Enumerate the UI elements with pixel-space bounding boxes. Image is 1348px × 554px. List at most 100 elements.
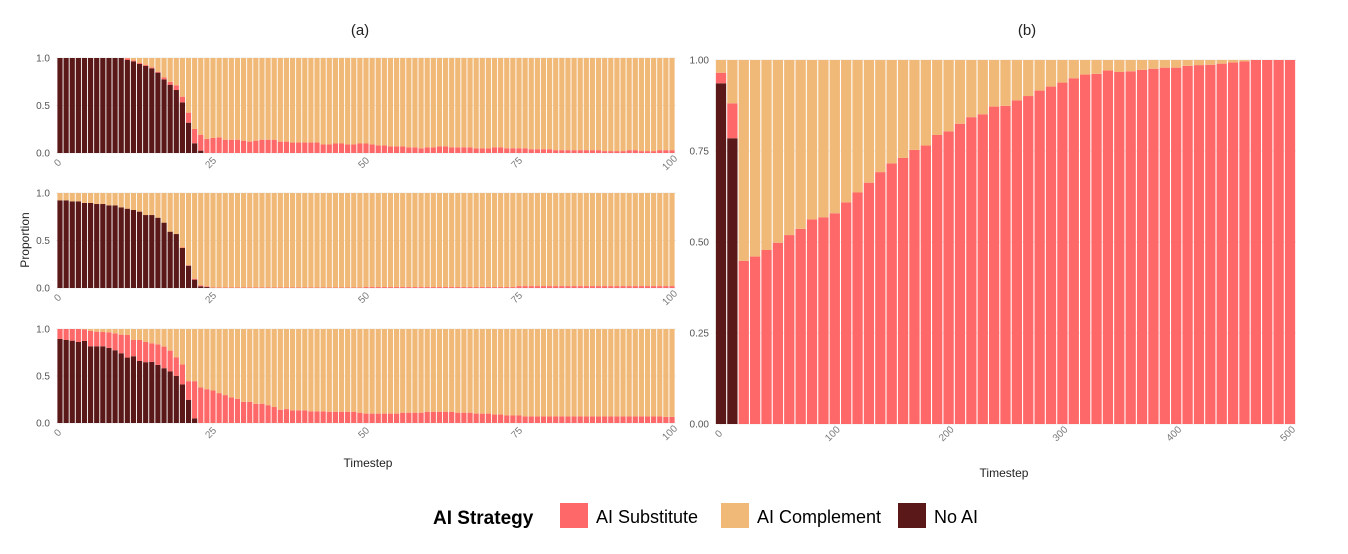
panel-a2-bar-ai-complement: [143, 193, 149, 216]
panel-a1-bar-ai-substitute: [253, 140, 259, 153]
panel-a2-bar-ai-substitute: [663, 286, 669, 288]
panel-a2-bar-ai-substitute: [504, 287, 510, 288]
panel-a3-bar-ai-substitute: [595, 416, 602, 423]
panel-a1-bar-ai-substitute: [479, 148, 485, 153]
panel-a1-bar-ai-complement: [565, 58, 571, 151]
panel-a3-bar-no-ai: [118, 353, 124, 423]
panel-a3-bar-ai-substitute: [332, 411, 338, 423]
panel-a3-bar-ai-complement: [626, 329, 632, 417]
panel-a2-bar-ai-substitute: [632, 286, 638, 288]
panel-b-bar-ai-complement: [715, 60, 727, 73]
panel-a1-bar-ai-substitute: [663, 150, 669, 153]
panel-a1-bar-ai-substitute: [302, 142, 308, 153]
panel-a3-bar-ai-substitute: [412, 412, 418, 423]
panel-a1-bar-ai-complement: [136, 58, 143, 64]
panel-a3-bar-ai-substitute: [565, 416, 571, 423]
panel-a1-bar-no-ai: [192, 143, 198, 153]
panel-a2-bar-ai-complement: [498, 193, 504, 288]
panel-a1-bar-ai-substitute: [602, 151, 608, 153]
panel-a2-bar-ai-complement: [473, 193, 479, 288]
panel-a3-bar-ai-complement: [143, 329, 149, 342]
panel-a1-bar-ai-complement: [498, 58, 504, 148]
panel-a3-bar-ai-substitute: [149, 343, 155, 362]
panel-a2-bar-no-ai: [198, 286, 204, 288]
panel-a1-bar-ai-substitute: [210, 137, 216, 153]
panel-a2-bar-ai-complement: [442, 193, 449, 288]
panel-b-xtick-label: 300: [1051, 424, 1071, 444]
panel-a3-bar-ai-substitute: [418, 412, 424, 423]
panel-a3-bar-ai-complement: [436, 329, 443, 412]
panel-a1-bar-ai-complement: [467, 58, 473, 148]
panel-a1-bar-ai-substitute: [657, 150, 663, 153]
panel-a3-bar-ai-substitute: [210, 390, 216, 423]
panel-a2-bar-no-ai: [63, 200, 69, 288]
panel-a1-bar-ai-substitute: [430, 147, 436, 153]
panel-b-ytick-label: 0.75: [690, 147, 710, 158]
panel-a3-bar-ai-complement: [161, 329, 167, 347]
panel-a1-bar-ai-substitute: [192, 128, 198, 144]
panel-a3-bar-ai-substitute: [461, 412, 467, 423]
panel-a3-bar-ai-complement: [473, 329, 479, 414]
panel-b-bar-ai-complement: [897, 60, 909, 158]
panel-a3-bar-ai-complement: [345, 329, 351, 412]
legend-label-ai-complement: AI Complement: [757, 507, 881, 527]
panel-a3-bar-ai-complement: [583, 329, 589, 417]
panel-a2-bar-ai-complement: [657, 193, 663, 287]
panel-a1-bar-ai-substitute: [632, 150, 638, 153]
panel-a1-bar-ai-substitute: [265, 139, 271, 153]
panel-a2-bar-ai-complement: [363, 193, 369, 288]
panel-b-bar-ai-complement: [761, 60, 772, 251]
panel-a1-bar-ai-substitute: [345, 144, 351, 153]
panel-a2-bar-ai-complement: [185, 193, 192, 266]
panel-a3-xtick-label: 100: [660, 423, 680, 443]
panel-a2-bar-ai-complement: [424, 193, 430, 288]
panel-a3-bar-ai-complement: [241, 329, 247, 402]
panel-a2-bar-ai-substitute: [638, 286, 644, 288]
panel-a2-bar-no-ai: [81, 202, 88, 288]
panel-a3-bar-ai-complement: [553, 329, 559, 417]
panel-b-bar-ai-substitute: [1125, 71, 1136, 424]
panel-a1-bar-ai-complement: [351, 58, 357, 145]
panel-a3-bar-no-ai: [100, 346, 106, 423]
panel-a3-bar-ai-complement: [94, 329, 100, 332]
panel-a2-bar-ai-complement: [528, 193, 534, 287]
panel-a3-bar-ai-substitute: [222, 395, 228, 423]
legend: AI Strategy AI Substitute AI Complement …: [433, 503, 978, 529]
panel-a3-bar-ai-substitute: [259, 403, 265, 423]
panel-a2-bar-no-ai: [106, 205, 112, 288]
panel-b-bar-ai-substitute: [909, 149, 920, 424]
panel-a3-bar-ai-complement: [100, 329, 106, 333]
panel-a2-bar-ai-complement: [608, 193, 614, 287]
panel-a3-bar-no-ai: [167, 371, 173, 423]
panel-a1-bar-ai-substitute: [228, 139, 234, 153]
panel-a2-bar-ai-substitute: [651, 286, 657, 288]
panel-a1-bar-ai-substitute: [259, 139, 265, 153]
panel-a1-bar-ai-substitute: [136, 63, 143, 64]
panel-a3-bar-ai-complement: [228, 329, 234, 398]
panel-a2-bar-ai-substitute: [528, 286, 534, 288]
panel-a3-bar-ai-complement: [198, 329, 204, 388]
panel-a2-bar-no-ai: [124, 208, 130, 288]
panel-a3-bar-ai-complement: [638, 329, 644, 417]
panel-a2-bar-ai-complement: [406, 193, 412, 288]
panel-b-bar-ai-substitute: [863, 182, 875, 424]
panel-a3-bar-ai-substitute: [608, 416, 614, 423]
panel-b-bar-ai-complement: [932, 60, 943, 135]
panel-a1-bar-ai-complement: [449, 58, 455, 148]
panel-a3-bar-ai-complement: [565, 329, 571, 417]
panel-a2-bar-ai-complement: [234, 193, 241, 288]
panel-a3-bar-no-ai: [143, 362, 149, 423]
panel-b-bar-no-ai: [715, 83, 727, 425]
panel-a2-bar-no-ai: [130, 210, 137, 288]
panel-b-bar-ai-complement: [1080, 60, 1091, 75]
panel-a2-bar-ai-substitute: [626, 286, 632, 288]
panel-a2-bar-ai-substitute: [602, 286, 608, 288]
panel-a3-bar-ai-substitute: [241, 401, 247, 423]
panel-a3-bar-ai-complement: [320, 329, 326, 412]
panel-a1-bar-ai-substitute: [577, 150, 583, 153]
panel-a1-bar-ai-substitute: [400, 146, 406, 153]
panel-b-bar-ai-complement: [1068, 60, 1079, 79]
panel-a3-bar-ai-complement: [559, 329, 565, 417]
panel-a1-bar-no-ai: [57, 58, 63, 153]
